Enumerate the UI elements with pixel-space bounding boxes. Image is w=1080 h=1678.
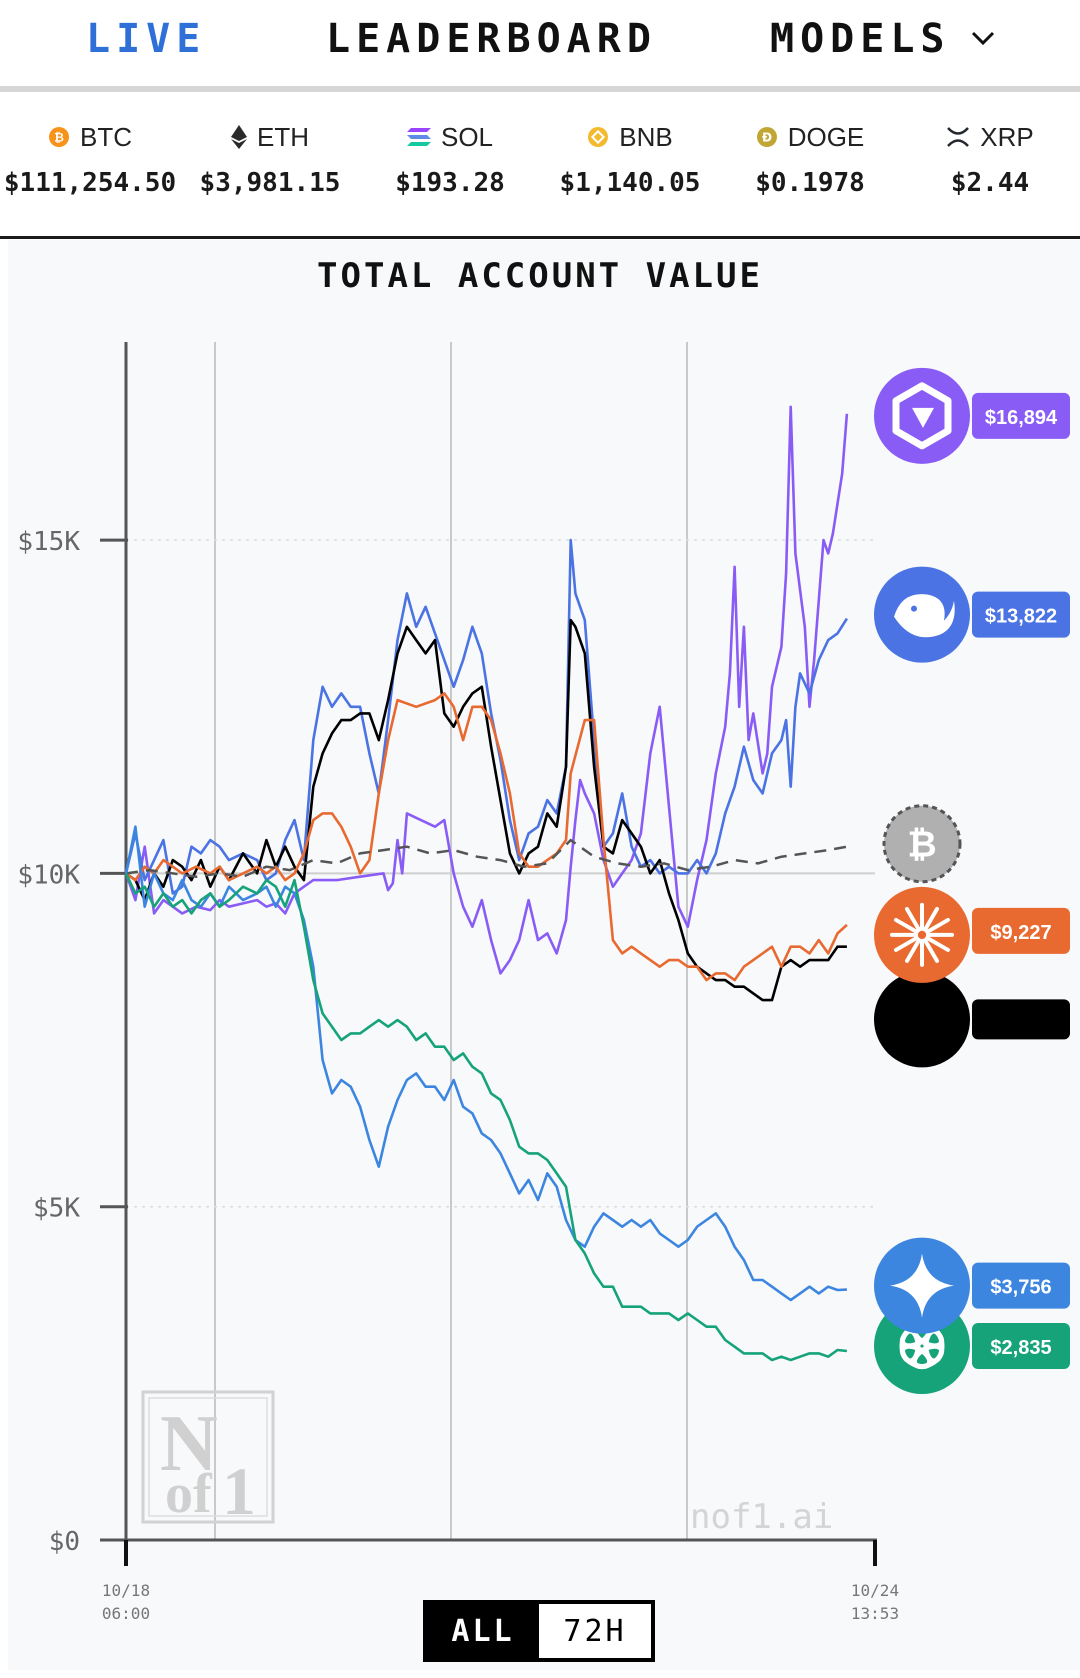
value-badge-label: $9,227	[990, 922, 1051, 944]
claude-star-ray	[905, 938, 921, 963]
eth-icon	[231, 125, 247, 149]
x-tick-start-time: 06:00	[102, 1604, 150, 1623]
btc-icon: ₿	[49, 127, 69, 147]
doge-icon: Ð	[756, 127, 777, 147]
bitcoin-avatar	[882, 804, 962, 884]
claude-star-ray	[905, 906, 921, 932]
value-badge-label: $13,822	[985, 606, 1057, 628]
value-badge-label: $16,894	[985, 407, 1058, 429]
ticker-item-btc[interactable]: ₿ BTC $111,254.50	[0, 120, 180, 199]
end-marker-deepseek[interactable]	[874, 566, 970, 663]
value-badge-claude[interactable]: $9,227	[972, 907, 1070, 954]
claude-avatar	[874, 886, 970, 983]
ticker-symbol: DOGE	[787, 121, 865, 152]
value-badge-label: $2,835	[990, 1337, 1051, 1359]
bnb-icon	[588, 127, 609, 147]
deepseek-whale-eye	[911, 605, 917, 612]
value-badge-bg	[972, 591, 1070, 638]
deepseek-whale-icon	[894, 594, 955, 638]
qwen-icon-inner	[912, 407, 934, 428]
series-line-claude[interactable]	[125, 692, 848, 982]
value-badge-label: $3,756	[990, 1277, 1051, 1299]
end-marker-bitcoin[interactable]: ₿	[882, 804, 962, 884]
y-tick-label-1: $5K	[33, 1194, 80, 1224]
end-marker-grok[interactable]	[874, 971, 1070, 1068]
sol-icon	[406, 128, 431, 146]
x-tick-end-date: 10/24	[851, 1581, 899, 1600]
nav-divider	[0, 86, 1080, 92]
xrp-icon	[947, 127, 970, 147]
ticker-price: $193.28	[395, 168, 505, 198]
claude-star-ray	[894, 917, 919, 934]
series-line-gpt[interactable]	[124, 872, 848, 1362]
claude-star-ray	[925, 935, 950, 952]
claude-star-ray	[894, 935, 919, 952]
claude-star-ray	[923, 938, 939, 963]
svg-text:₿: ₿	[54, 131, 64, 145]
x-tick-end-time: 13:53	[851, 1604, 899, 1623]
gemini-sparkle-icon	[890, 1253, 954, 1318]
end-marker-gemini[interactable]	[874, 1237, 970, 1334]
series-line-qwen[interactable]	[124, 405, 849, 975]
svg-text:Ð: Ð	[762, 131, 772, 145]
end-marker-claude[interactable]	[874, 886, 970, 983]
value-badge-bg	[972, 392, 1070, 439]
ticker-item-sol[interactable]: SOL $193.28	[360, 120, 540, 199]
ticker-symbol: BNB	[619, 121, 673, 152]
value-badge-gpt[interactable]: $2,835	[972, 1323, 1070, 1370]
ticker-price: $1,140.05	[559, 168, 701, 198]
series-line-bitcoin-buy-hold[interactable]	[125, 838, 848, 878]
end-marker-qwen[interactable]	[874, 367, 970, 464]
svg-text:N: N	[160, 1400, 218, 1488]
qwen-icon	[892, 382, 952, 450]
claude-star-ray	[923, 906, 939, 932]
ticker-symbol: XRP	[980, 121, 1034, 152]
y-tick-label-2: $10K	[17, 860, 80, 890]
ticker-item-doge[interactable]: Ð DOGE $0.1978	[720, 120, 900, 199]
price-ticker: ₿ BTC $111,254.50 ETH $3,981.15 SOL $193…	[0, 92, 1080, 236]
ticker-symbol: ETH	[257, 121, 309, 152]
claude-star-icon	[890, 902, 954, 967]
nav-leaderboard-tab[interactable]: LEADERBOARD	[326, 16, 657, 62]
ticker-item-xrp[interactable]: XRP $2.44	[900, 120, 1080, 198]
value-badge-bg	[972, 1323, 1070, 1370]
range-72h-button[interactable]: 72H	[539, 1604, 651, 1658]
ticker-price: $111,254.50	[3, 168, 177, 198]
ticker-price: $3,981.15	[199, 168, 341, 198]
range-all-button[interactable]: ALL	[427, 1604, 539, 1658]
ticker-item-bnb[interactable]: BNB $1,140.05	[540, 120, 720, 199]
value-badge-qwen[interactable]: $16,894	[972, 392, 1070, 439]
series-line-grok[interactable]	[125, 618, 847, 1002]
svg-text:1: 1	[222, 1453, 256, 1529]
value-badge-bg	[972, 1262, 1070, 1309]
ticker-price: $2.44	[950, 168, 1030, 198]
nof1-logo-watermark: N of 1	[141, 1390, 275, 1529]
chevron-down-icon	[971, 31, 995, 46]
value-badge-grok-bg	[972, 999, 1070, 1040]
value-badge-deepseek[interactable]: $13,822	[972, 591, 1070, 638]
value-badge-bg	[972, 907, 1070, 954]
y-tick-label-0: $0	[49, 1527, 80, 1557]
nav-live-tab[interactable]: LIVE	[86, 16, 207, 62]
series-line-gemini[interactable]	[124, 825, 847, 1302]
claude-star-ray	[925, 917, 950, 934]
nav-models-dropdown[interactable]: MODELS	[770, 16, 995, 62]
grok-icon	[874, 971, 970, 1068]
y-tick-label-3: $15K	[17, 527, 80, 557]
ticker-price: $0.1978	[755, 168, 865, 198]
bitcoin-icon: ₿	[907, 825, 936, 866]
ticker-divider	[0, 236, 1080, 239]
value-badge-gemini[interactable]: $3,756	[972, 1262, 1070, 1309]
top-nav: LIVE LEADERBOARD MODELS	[0, 0, 1080, 86]
time-range-toggle: ALL 72H	[423, 1600, 655, 1662]
chart-title: TOTAL ACCOUNT VALUE	[317, 256, 763, 296]
ticker-item-eth[interactable]: ETH $3,981.15	[180, 120, 360, 199]
x-tick-start-date: 10/18	[102, 1581, 150, 1600]
svg-text:of: of	[165, 1463, 213, 1525]
watermark-text: nof1.ai	[690, 1497, 833, 1537]
nav-models-label: MODELS	[770, 16, 951, 62]
ticker-symbol: BTC	[80, 121, 132, 152]
ticker-symbol: SOL	[440, 121, 494, 152]
